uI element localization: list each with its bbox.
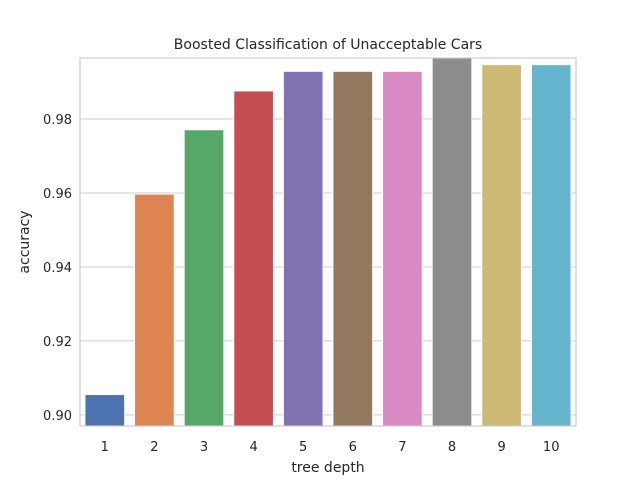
bar-5 [282, 70, 324, 427]
bar-7 [382, 70, 423, 427]
x-axis-label: tree depth [291, 460, 364, 476]
y-tick-label: 0.94 [43, 261, 72, 276]
x-tick-label: 1 [101, 440, 109, 455]
x-tick-label: 8 [448, 440, 456, 455]
bar-2 [134, 193, 175, 427]
x-tick-label: 3 [200, 440, 208, 455]
x-tick-label: 7 [398, 440, 406, 455]
y-tick-label: 0.92 [43, 335, 72, 350]
x-tick-label: 9 [497, 440, 505, 455]
bar-1 [84, 394, 126, 427]
bar-3 [183, 129, 225, 427]
y-tick-labels: 0.90 0.92 0.94 0.96 0.98 [43, 113, 72, 424]
x-tick-label: 6 [349, 440, 357, 455]
y-axis-label: accuracy [17, 210, 33, 273]
plot-frame [79, 57, 577, 427]
bar-8 [431, 57, 473, 427]
bar-10 [530, 64, 572, 427]
bar-6 [332, 70, 374, 427]
x-tick-label: 4 [249, 440, 257, 455]
x-tick-label: 10 [543, 440, 560, 455]
bars [84, 57, 572, 427]
x-tick-labels: 1 2 3 4 5 6 7 8 9 10 [101, 440, 560, 455]
bar-4 [233, 90, 274, 427]
y-tick-label: 0.90 [43, 409, 72, 424]
x-tick-label: 2 [150, 440, 158, 455]
bar-9 [481, 64, 522, 427]
x-tick-label: 5 [299, 440, 307, 455]
chart-title: Boosted Classification of Unacceptable C… [174, 37, 482, 53]
y-tick-label: 0.96 [43, 187, 72, 202]
y-tick-label: 0.98 [43, 113, 72, 128]
